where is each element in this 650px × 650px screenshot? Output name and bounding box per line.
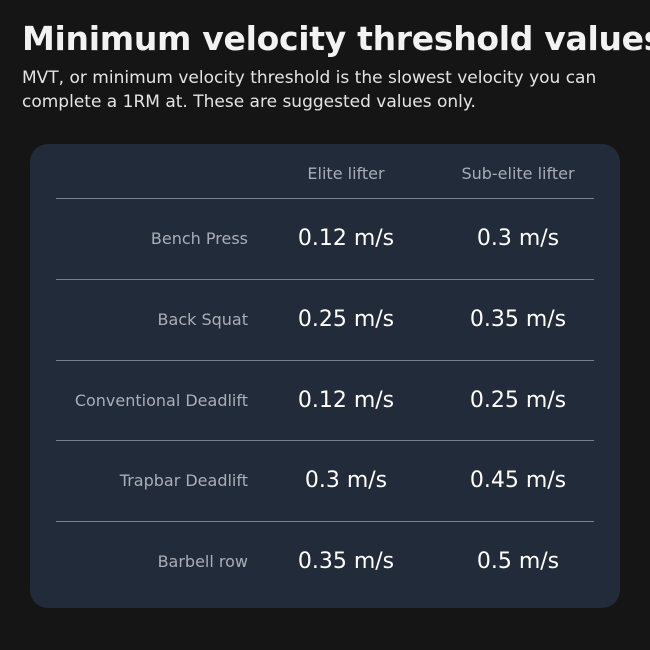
row-divider xyxy=(56,440,594,441)
table-row: Trapbar Deadlift 0.3 m/s 0.45 m/s xyxy=(30,441,620,521)
row-divider xyxy=(56,360,594,361)
sub-elite-value: 0.25 m/s xyxy=(469,388,567,413)
table-header-row: Elite lifter Sub-elite lifter xyxy=(30,144,620,198)
row-divider xyxy=(56,198,594,199)
elite-value: 0.35 m/s xyxy=(297,549,395,574)
exercise-label: Back Squat xyxy=(157,310,248,329)
page-subtitle: MVT, or minimum velocity threshold is th… xyxy=(22,68,597,112)
sub-elite-value: 0.3 m/s xyxy=(476,226,560,251)
table-row: Conventional Deadlift 0.12 m/s 0.25 m/s xyxy=(30,361,620,441)
page-title: Minimum velocity threshold values xyxy=(22,19,650,58)
row-divider xyxy=(56,279,594,280)
column-header-elite: Elite lifter xyxy=(307,164,385,183)
exercise-label: Bench Press xyxy=(150,229,248,248)
sub-elite-value: 0.5 m/s xyxy=(476,549,560,574)
elite-value: 0.12 m/s xyxy=(297,388,395,413)
row-divider xyxy=(56,521,594,522)
exercise-label: Conventional Deadlift xyxy=(74,391,248,410)
exercise-label: Barbell row xyxy=(157,552,248,571)
column-header-sub-elite: Sub-elite lifter xyxy=(461,164,575,183)
elite-value: 0.3 m/s xyxy=(304,468,388,493)
table-row: Bench Press 0.12 m/s 0.3 m/s xyxy=(30,199,620,279)
page-header: Minimum velocity threshold values MVT, o… xyxy=(22,18,650,114)
sub-elite-value: 0.35 m/s xyxy=(469,307,567,332)
elite-value: 0.25 m/s xyxy=(297,307,395,332)
mvt-table-card: Elite lifter Sub-elite lifter Bench Pres… xyxy=(30,144,620,608)
exercise-label: Trapbar Deadlift xyxy=(119,471,248,490)
sub-elite-value: 0.45 m/s xyxy=(469,468,567,493)
table-row: Barbell row 0.35 m/s 0.5 m/s xyxy=(30,522,620,602)
table-row: Back Squat 0.25 m/s 0.35 m/s xyxy=(30,280,620,360)
elite-value: 0.12 m/s xyxy=(297,226,395,251)
